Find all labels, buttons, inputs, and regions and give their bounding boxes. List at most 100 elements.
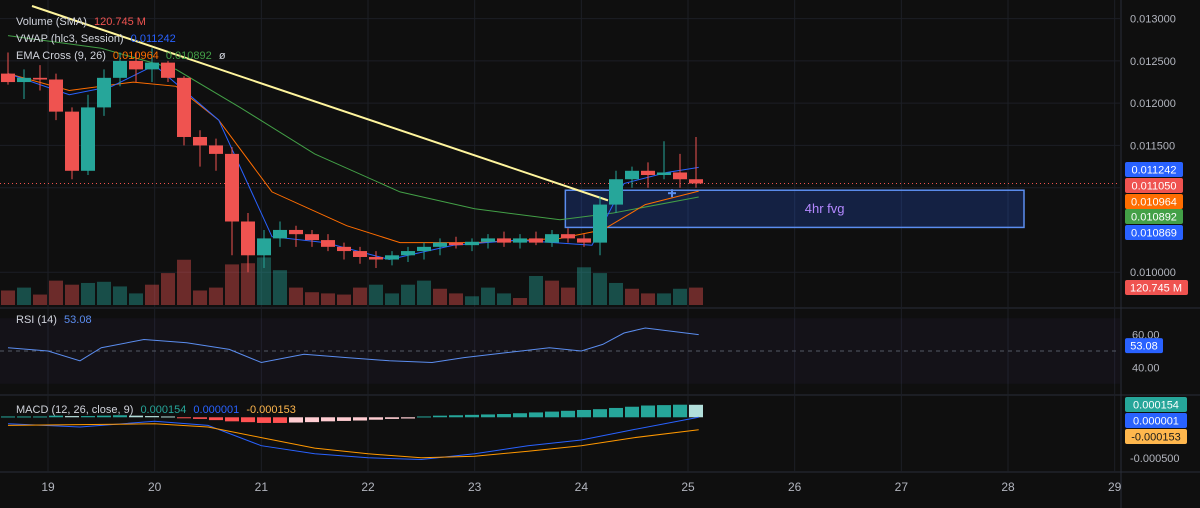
macd-histogram-bar xyxy=(97,415,111,418)
ema-legend[interactable]: EMA Cross (9, 26) 0.010964 0.010892 ø xyxy=(16,50,230,62)
volume-bar xyxy=(449,293,463,305)
volume-bar xyxy=(513,298,527,305)
macd-histogram-bar xyxy=(193,417,207,419)
candle[interactable] xyxy=(433,242,447,247)
candle[interactable] xyxy=(0,73,15,83)
candle[interactable] xyxy=(417,246,431,252)
price-tag xyxy=(1125,194,1183,209)
macd-histogram-bar xyxy=(561,410,575,418)
volume-bar xyxy=(609,282,623,305)
macd-histogram-bar xyxy=(609,407,623,418)
candle[interactable] xyxy=(337,246,351,252)
candle[interactable] xyxy=(257,238,271,256)
volume-bar xyxy=(33,294,47,305)
macd-histogram-bar xyxy=(129,415,143,418)
hidden-eye-icon[interactable]: ø xyxy=(218,50,226,62)
axes: 19 20 21 22 23 24 25 26 27 28 29 0.013000 0.012500 0.… xyxy=(41,14,1188,494)
candle[interactable] xyxy=(625,170,639,180)
candle[interactable] xyxy=(641,170,655,176)
candle[interactable] xyxy=(385,255,399,260)
candle[interactable] xyxy=(97,77,111,108)
candle[interactable] xyxy=(193,136,207,146)
macd-histogram-bar xyxy=(417,416,431,418)
candle[interactable] xyxy=(449,242,463,246)
candle[interactable] xyxy=(657,172,671,176)
candle[interactable] xyxy=(209,145,223,154)
volume-bar xyxy=(545,280,559,305)
macd-legend[interactable]: MACD (12, 26, close, 9) 0.000154 0.00000… xyxy=(16,404,300,416)
candle[interactable] xyxy=(129,60,143,70)
price-tag-label: 0.010869 xyxy=(1131,228,1177,240)
volume-bar xyxy=(657,293,671,305)
macd-histogram-bar xyxy=(225,417,239,422)
candle[interactable] xyxy=(465,241,479,246)
volume-bar xyxy=(241,263,255,305)
macd-histogram-bar xyxy=(65,416,79,418)
candle[interactable] xyxy=(689,179,703,184)
macd-histogram-bar xyxy=(209,417,223,421)
fvg-zone[interactable] xyxy=(564,189,1025,229)
x-tick-label: 21 xyxy=(255,480,269,494)
price-tag xyxy=(1125,209,1183,224)
volume-legend[interactable]: Volume (SMA) 120.745 M xyxy=(16,16,150,28)
x-tick-label: 24 xyxy=(575,480,589,494)
trendline[interactable] xyxy=(31,5,609,202)
signal-line xyxy=(7,423,699,459)
candle[interactable] xyxy=(561,234,575,239)
x-tick-label: 19 xyxy=(41,480,55,494)
candle[interactable] xyxy=(401,251,415,256)
volume-bar xyxy=(225,264,239,305)
candle[interactable] xyxy=(497,238,511,243)
candle[interactable] xyxy=(289,229,303,235)
price-tag-label: 0.011050 xyxy=(1131,181,1176,193)
volume-bar xyxy=(209,287,223,305)
volume-tag xyxy=(1125,280,1188,295)
macd-histogram-bar xyxy=(433,415,447,418)
macd-histogram-bar xyxy=(625,406,639,418)
macd-histogram-bar xyxy=(289,417,303,423)
candle[interactable] xyxy=(369,256,383,260)
candle[interactable] xyxy=(113,60,127,78)
candle[interactable] xyxy=(177,77,191,137)
candle[interactable] xyxy=(305,234,319,241)
macd-histogram-bar xyxy=(161,416,175,418)
rsi-legend[interactable]: RSI (14) 53.08 xyxy=(16,314,96,326)
candle[interactable] xyxy=(353,251,367,257)
candle[interactable] xyxy=(513,238,527,243)
candle[interactable] xyxy=(17,77,31,83)
candle[interactable] xyxy=(673,172,687,180)
x-tick-label: 23 xyxy=(468,480,482,494)
candle[interactable] xyxy=(65,111,79,171)
macd-histogram-bar xyxy=(337,417,351,421)
candle[interactable] xyxy=(161,62,175,78)
macd-line-legend-value: 0.000001 xyxy=(193,404,240,416)
volume-bar xyxy=(465,296,479,305)
price-tick-label: 0.012000 xyxy=(1130,98,1176,110)
candle[interactable] xyxy=(481,238,495,242)
candle[interactable] xyxy=(241,221,255,256)
candle[interactable] xyxy=(609,179,623,205)
candle[interactable] xyxy=(321,240,335,247)
candle[interactable] xyxy=(81,107,95,171)
volume-legend-label: Volume (SMA) xyxy=(16,16,87,28)
macd-legend-label: MACD (12, 26, close, 9) xyxy=(16,404,134,416)
candle[interactable] xyxy=(273,229,287,239)
candle[interactable] xyxy=(577,238,591,243)
candle[interactable] xyxy=(145,62,159,70)
volume-bar xyxy=(129,293,143,305)
candle[interactable] xyxy=(49,79,63,112)
price-tag-label: 0.010964 xyxy=(1131,197,1177,209)
candle[interactable] xyxy=(593,204,607,243)
volume-bar xyxy=(81,282,95,305)
rsi-legend-value: 53.08 xyxy=(64,314,92,326)
volume-bar xyxy=(385,293,399,305)
vwap-legend[interactable]: VWAP (hlc3, Session) 0.011242 xyxy=(16,33,180,45)
candle[interactable] xyxy=(33,77,47,80)
vwap-legend-value: 0.011242 xyxy=(130,33,176,45)
candle[interactable] xyxy=(529,238,543,243)
candle[interactable] xyxy=(225,153,239,222)
macd-histogram-bar xyxy=(81,416,95,418)
ema-slow-line xyxy=(7,35,699,221)
candle[interactable] xyxy=(545,234,559,243)
